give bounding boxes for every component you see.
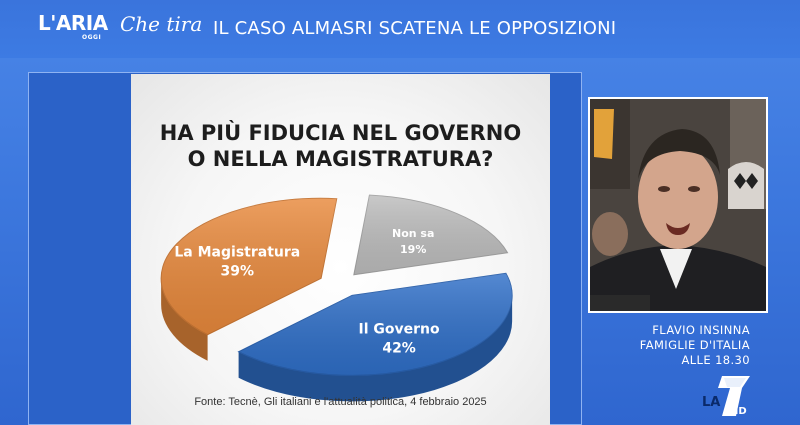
pie-label-1: La Magistratura: [174, 244, 300, 260]
pie-slice-gloss-1: [161, 198, 337, 335]
pie-chart: Il Governo 42% La Magistratura 39% Non sa 19%: [160, 194, 513, 402]
chart-title-line-2: O NELLA MAGISTRATURA?: [187, 147, 494, 171]
pie-slice-side-0: [238, 295, 513, 402]
pie-value-label-2: 19%: [400, 243, 426, 256]
pie-value-label-1: 39%: [221, 263, 255, 279]
program-logo-script: Che tira: [120, 12, 203, 36]
la7-suffix: HD: [730, 406, 747, 417]
pie-slice-side-1: [161, 278, 208, 361]
top-banner: L'ARIA OGGI Che tira IL CASO ALMASRI SCA…: [0, 0, 800, 58]
promo-line-2: FAMIGLIE D'ITALIA: [639, 338, 750, 352]
chart-card: HA PIÙ FIDUCIA NEL GOVERNO O NELLA MAGIS…: [131, 74, 550, 425]
pie-label-0: Il Governo: [359, 321, 440, 337]
la7-name: LA: [702, 395, 720, 410]
chart-title-line-1: HA PIÙ FIDUCIA NEL GOVERNO: [159, 121, 522, 145]
guest-video: [588, 97, 768, 313]
promo-line-3: ALLE 18.30: [681, 353, 750, 367]
pie-label-2: Non sa: [392, 227, 434, 240]
chart-source: Fonte: Tecnè, Gli italiani e l'attualità…: [194, 396, 487, 408]
promo-line-1: FLAVIO INSINNA: [652, 323, 750, 337]
headline: IL CASO ALMASRI SCATENA LE OPPOSIZIONI: [213, 18, 617, 39]
pie-slice-gloss-0: [238, 273, 513, 376]
program-logo-sub: OGGI: [82, 34, 102, 41]
la7-channel-logo: LA HD: [702, 376, 750, 417]
pie-value-label-0: 42%: [382, 340, 416, 356]
program-logo: L'ARIA: [38, 11, 108, 35]
pie-slice-gloss-2: [353, 195, 508, 275]
